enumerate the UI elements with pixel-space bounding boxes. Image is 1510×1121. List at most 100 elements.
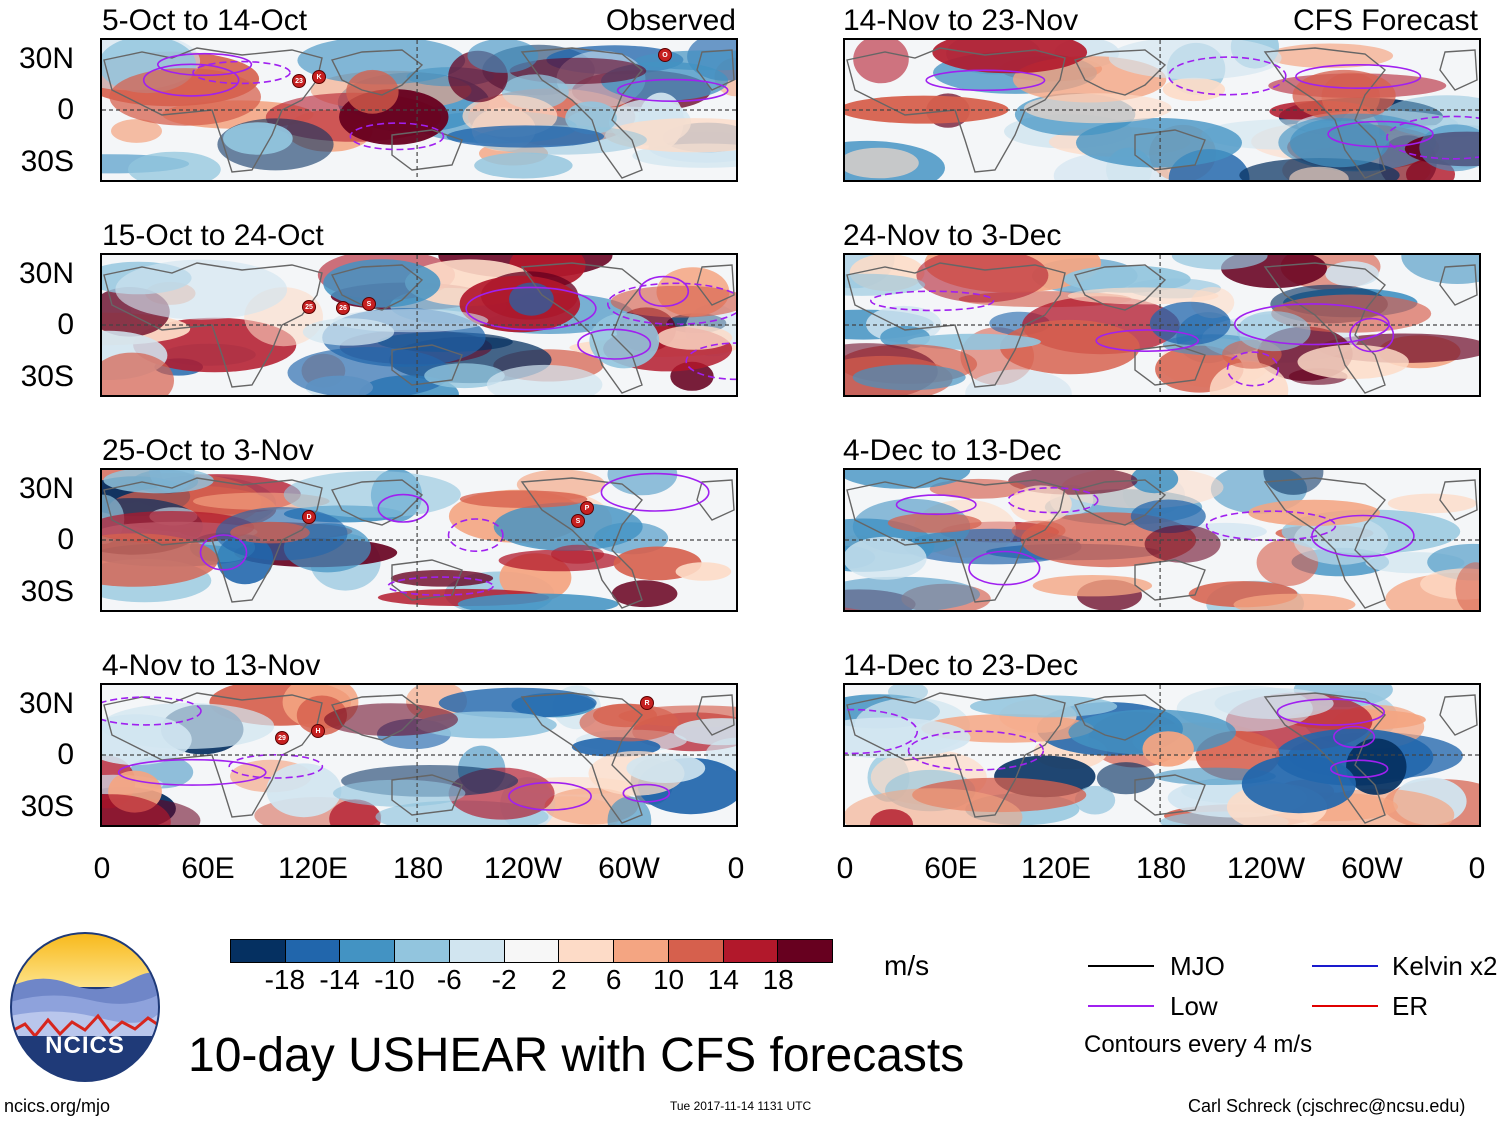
shear-anomaly — [1023, 93, 1172, 124]
low-contour — [1276, 698, 1385, 726]
shear-anomaly — [1233, 593, 1356, 610]
shear-anomaly — [1142, 731, 1194, 767]
coastline — [103, 262, 323, 388]
storm-marker: S — [571, 514, 585, 528]
low-contour — [968, 550, 1041, 586]
low-contour — [845, 708, 918, 755]
shear-anomaly — [970, 695, 1118, 718]
footer-author: Carl Schreck (cjschrec@ncsu.edu) — [1188, 1096, 1466, 1116]
lon-label: 60E — [924, 852, 978, 885]
shear-anomaly — [1144, 525, 1221, 563]
shear-anomaly — [1009, 485, 1072, 523]
legend-line-er — [1312, 1005, 1378, 1007]
lat-label-30n: 30N — [18, 687, 74, 720]
legend-label-mjo: MJO — [1170, 951, 1225, 981]
coastline — [391, 559, 463, 601]
shear-anomaly — [424, 363, 505, 389]
panel-title: 15-Oct to 24-Oct — [102, 219, 324, 252]
shear-anomaly — [102, 533, 218, 587]
shear-anomaly — [1241, 755, 1356, 814]
shear-anomaly — [459, 490, 588, 508]
shear-anomaly — [887, 513, 982, 533]
coastline — [330, 479, 424, 526]
shear-anomaly — [438, 687, 597, 719]
lat-label-30n: 30N — [18, 472, 74, 505]
lat-label-30n: 30N — [18, 42, 74, 75]
coastline — [330, 264, 424, 311]
shear-anomaly — [1293, 515, 1389, 565]
low-contour — [102, 696, 202, 726]
map-panel — [843, 468, 1481, 612]
shear-anomaly — [1076, 118, 1242, 168]
low-contour — [508, 781, 592, 811]
shear-anomaly — [1401, 255, 1479, 284]
shear-anomaly — [128, 151, 221, 180]
coastline — [1263, 692, 1386, 824]
legend-note: Contours every 4 m/s — [1084, 1031, 1313, 1058]
low-contour — [142, 63, 240, 97]
coastline — [1263, 477, 1386, 609]
shear-anomaly — [333, 779, 466, 807]
shear-field — [845, 685, 1479, 825]
low-contour — [1226, 351, 1280, 387]
colorbar-tick-label: -10 — [374, 964, 415, 995]
lon-label: 180 — [1135, 852, 1187, 885]
low-contour — [1295, 63, 1422, 89]
map-panel — [843, 253, 1481, 397]
low-contour — [199, 534, 248, 571]
colorbar-swatches — [230, 939, 833, 963]
shear-anomaly — [656, 325, 733, 350]
panel-title: 25-Oct to 3-Nov — [102, 434, 314, 467]
shear-anomaly — [852, 364, 966, 391]
coastline — [696, 694, 735, 736]
footer-url[interactable]: ncics.org/mjo — [4, 1096, 111, 1116]
shear-anomaly — [390, 570, 494, 587]
storm-marker: H — [311, 724, 325, 738]
lon-label: 180 — [392, 852, 444, 885]
low-contour — [577, 328, 652, 360]
logo-graphic — [10, 932, 160, 1082]
low-contour — [685, 342, 736, 381]
low-contour — [1167, 56, 1287, 96]
shear-anomaly — [102, 794, 171, 825]
coastline — [1134, 344, 1206, 386]
footer-timestamp: Tue 2017-11-14 1131 UTC — [670, 1099, 812, 1113]
low-contour — [1330, 759, 1389, 779]
shear-anomaly — [1419, 124, 1479, 172]
coastline — [520, 692, 643, 824]
colorbar-swatch — [448, 940, 504, 962]
shear-anomaly — [1067, 287, 1219, 305]
colorbar-tick-label: -18 — [264, 964, 306, 995]
shear-anomaly — [1068, 709, 1236, 755]
coastline — [391, 344, 463, 386]
shear-anomaly — [1289, 166, 1349, 180]
lon-label: 120E — [1020, 852, 1092, 885]
coastline — [520, 262, 643, 394]
coastline — [520, 47, 643, 179]
lon-label: 60E — [181, 852, 235, 885]
shear-field — [102, 40, 736, 180]
lon-label: 120W — [1226, 852, 1306, 885]
shear-anomaly — [467, 40, 539, 73]
shear-anomaly — [845, 95, 1009, 124]
low-contour — [638, 275, 690, 308]
shear-anomaly — [486, 364, 603, 395]
shear-anomaly — [324, 703, 458, 736]
shear-anomaly — [845, 717, 971, 759]
shear-anomaly — [111, 119, 162, 143]
low-contour — [869, 290, 995, 312]
low-contour — [1311, 514, 1415, 558]
coastline — [1439, 479, 1478, 521]
lon-label: 60W — [1341, 852, 1403, 885]
lat-label-30s: 30S — [20, 360, 74, 393]
shear-anomaly — [673, 718, 736, 746]
shear-anomaly — [115, 259, 288, 320]
coastline — [330, 694, 424, 741]
low-contour — [1327, 120, 1434, 148]
shear-anomaly — [1162, 77, 1226, 102]
coastline — [1073, 49, 1167, 96]
storm-marker: K — [312, 70, 326, 84]
lat-label-eq: 0 — [57, 523, 74, 556]
lat-label-30s: 30S — [20, 145, 74, 178]
panel-title: 14-Nov to 23-Nov — [843, 4, 1079, 37]
